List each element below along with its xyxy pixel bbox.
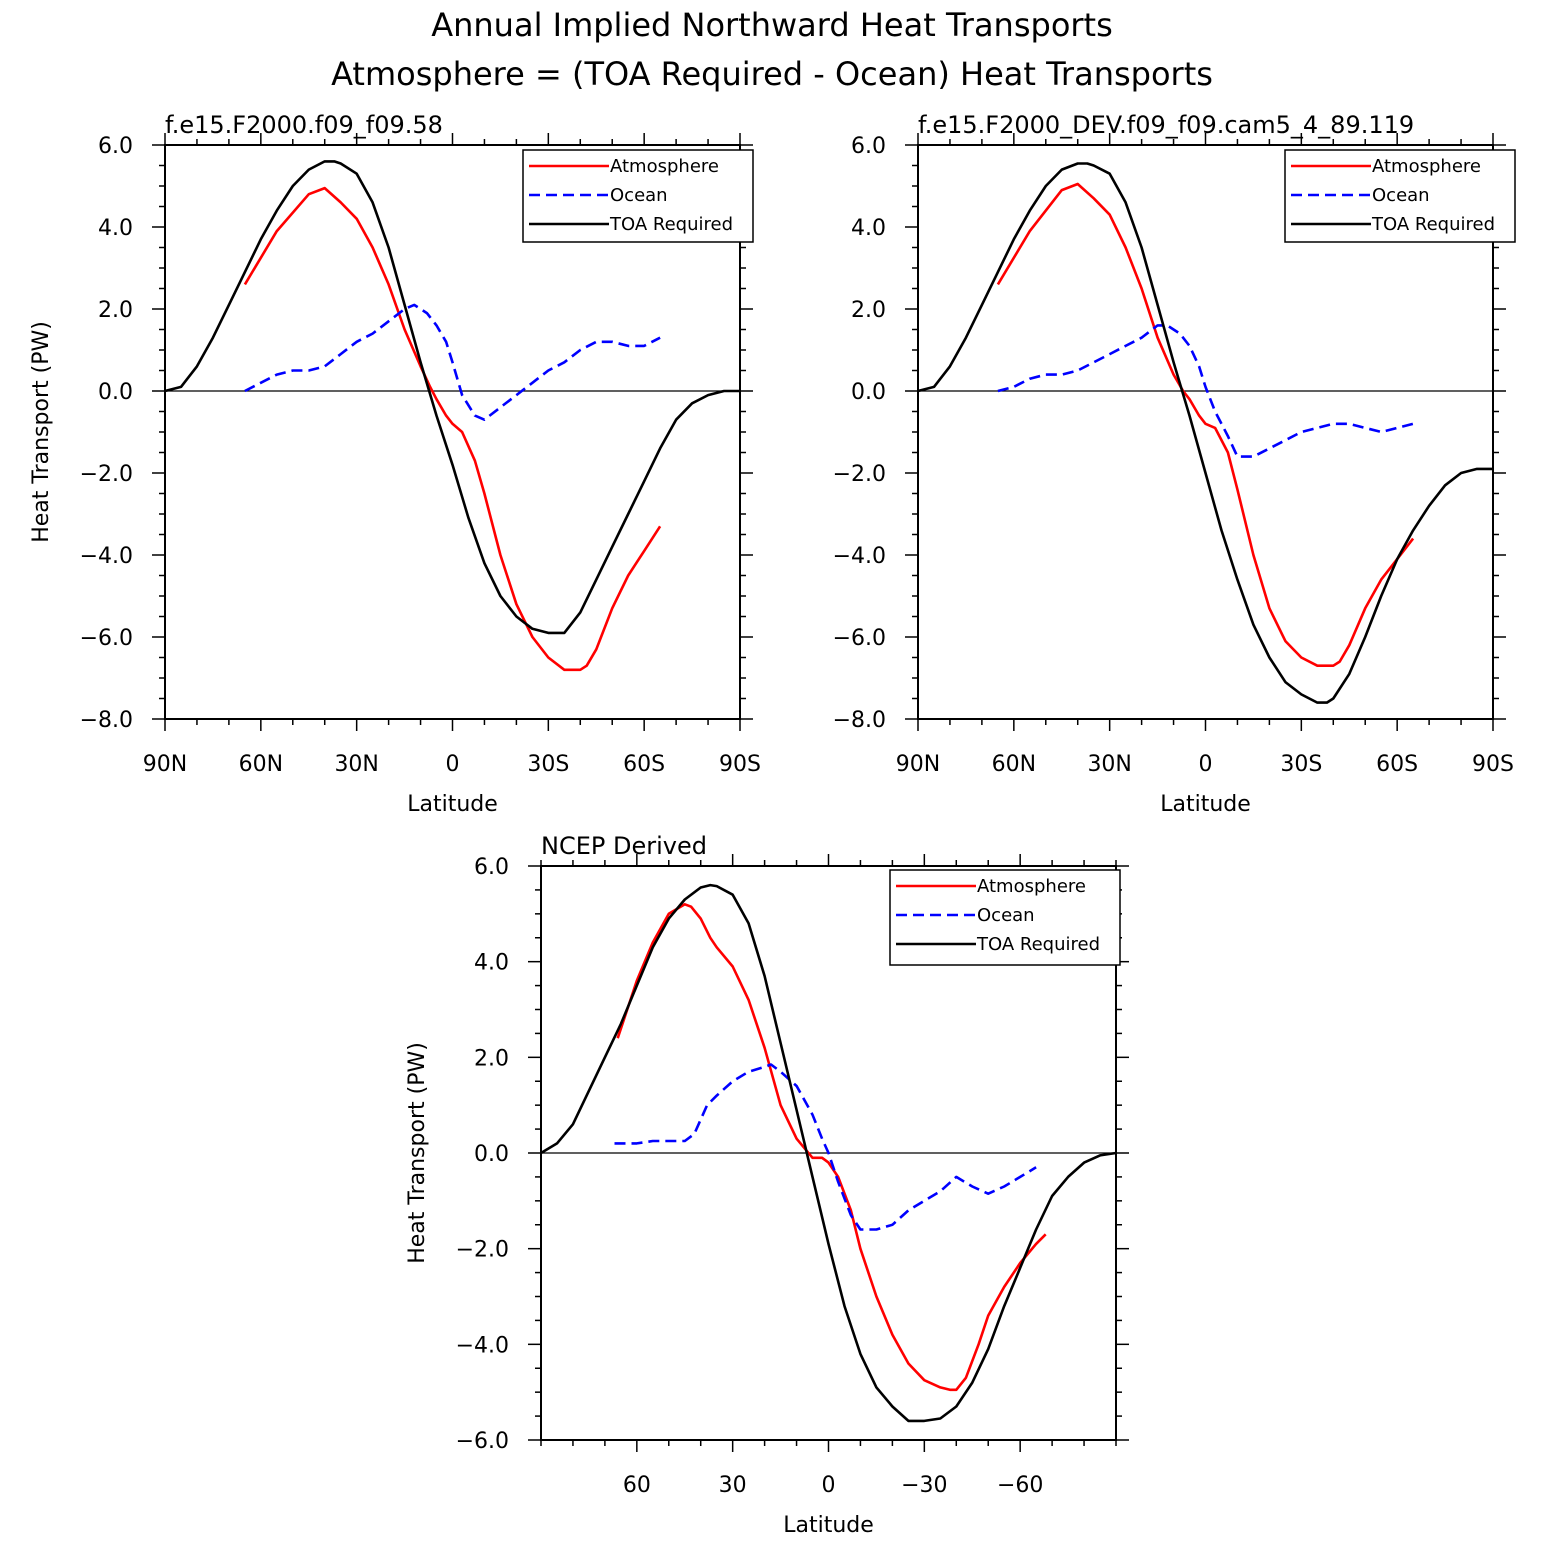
- figure-title-line-1: Annual Implied Northward Heat Transports: [431, 6, 1113, 44]
- x-axis-label: Latitude: [783, 1513, 874, 1538]
- x-axis-label: Latitude: [1160, 792, 1251, 817]
- legend-label: TOA Required: [609, 214, 733, 235]
- x-tick-label: 90S: [1472, 752, 1514, 777]
- legend-label: Atmosphere: [1372, 156, 1481, 177]
- x-tick-label: 60S: [623, 752, 665, 777]
- x-tick-label: 60S: [1376, 752, 1418, 777]
- y-tick-label: 0.0: [851, 380, 886, 405]
- y-axis-label: Heat Transport (PW): [405, 1042, 430, 1264]
- figure-title-line-2: Atmosphere = (TOA Required - Ocean) Heat…: [331, 55, 1213, 93]
- legend-label: TOA Required: [1371, 214, 1495, 235]
- y-tick-label: 0.0: [474, 1142, 509, 1167]
- panels-container: f.e15.F2000.f09_f09.58 90N 60N 30N 0 30S 60S 90…: [29, 111, 1516, 1538]
- legend: Atmosphere Ocean TOA Required: [1284, 149, 1516, 243]
- y-tick-label: 4.0: [474, 951, 509, 976]
- y-tick-label: −4.0: [833, 544, 886, 569]
- x-tick-label: 30S: [527, 752, 569, 777]
- legend-label: Atmosphere: [610, 156, 719, 177]
- x-tick-label: 90N: [896, 752, 940, 777]
- legend-label: Ocean: [977, 905, 1035, 926]
- panel-title: f.e15.F2000.f09_f09.58: [165, 111, 443, 139]
- series-line-ocean: [244, 303, 661, 422]
- y-tick-label: 4.0: [98, 216, 133, 241]
- y-tick-label: −8.0: [80, 708, 133, 733]
- y-tick-label: 2.0: [851, 298, 886, 323]
- x-tick-label: 0: [822, 1473, 836, 1498]
- y-axis-label: Heat Transport (PW): [29, 321, 54, 543]
- x-tick-label: 60N: [239, 752, 283, 777]
- x-tick-label: −60: [997, 1473, 1043, 1498]
- y-tick-label: 2.0: [474, 1046, 509, 1071]
- x-tick-label: −30: [901, 1473, 947, 1498]
- x-tick-label: 90S: [719, 752, 761, 777]
- panel-title: f.e15.F2000_DEV.f09_f09.cam5_4_89.119: [918, 111, 1414, 139]
- y-tick-label: −6.0: [456, 1429, 509, 1454]
- x-tick-label: 60: [623, 1473, 651, 1498]
- y-tick-label: 6.0: [98, 134, 133, 159]
- legend: Atmosphere Ocean TOA Required: [522, 149, 754, 243]
- series-line-toa-required: [164, 160, 740, 635]
- legend-label: TOA Required: [976, 934, 1100, 955]
- series-line-atmosphere: [616, 902, 1047, 1392]
- y-tick-label: −6.0: [80, 626, 133, 651]
- y-tick-label: −4.0: [80, 544, 133, 569]
- y-tick-label: −2.0: [833, 462, 886, 487]
- series-line-atmosphere: [243, 186, 662, 672]
- y-tick-label: 6.0: [851, 134, 886, 159]
- legend: Atmosphere Ocean TOA Required: [889, 869, 1121, 966]
- y-tick-label: −2.0: [80, 462, 133, 487]
- chart-panel-bottom: NCEP Derived 60 30 0 −30 −60 6.0 4.0 2.0 0.0 −2.0 −…: [405, 832, 1129, 1538]
- legend-label: Atmosphere: [977, 876, 1086, 897]
- y-tick-label: 0.0: [98, 380, 133, 405]
- x-tick-label: 90N: [143, 752, 187, 777]
- series-line-ocean: [997, 324, 1414, 458]
- panel-title: NCEP Derived: [541, 832, 707, 860]
- legend-label: Ocean: [1372, 185, 1430, 206]
- x-tick-label: 30: [719, 1473, 747, 1498]
- y-tick-label: −8.0: [833, 708, 886, 733]
- x-tick-label: 30N: [1087, 752, 1131, 777]
- y-tick-label: 6.0: [474, 855, 509, 880]
- y-tick-label: −4.0: [456, 1333, 509, 1358]
- legend-label: Ocean: [610, 185, 668, 206]
- y-tick-label: −2.0: [456, 1238, 509, 1263]
- chart-panel-top-right: f.e15.F2000_DEV.f09_f09.cam5_4_89.119 90N…: [833, 111, 1516, 817]
- x-tick-label: 30N: [334, 752, 378, 777]
- series-line-atmosphere: [996, 182, 1415, 668]
- series-line-toa-required: [540, 883, 1117, 1423]
- series-line-toa-required: [917, 162, 1493, 704]
- chart-panel-top-left: f.e15.F2000.f09_f09.58 90N 60N 30N 0 30S 60S 90…: [29, 111, 761, 817]
- x-tick-label: 0: [446, 752, 460, 777]
- y-tick-label: 2.0: [98, 298, 133, 323]
- y-tick-label: −6.0: [833, 626, 886, 651]
- x-tick-label: 30S: [1280, 752, 1322, 777]
- x-tick-label: 0: [1199, 752, 1213, 777]
- x-axis-label: Latitude: [407, 792, 498, 817]
- x-tick-label: 60N: [992, 752, 1036, 777]
- y-tick-label: 4.0: [851, 216, 886, 241]
- series-line-ocean: [614, 1063, 1037, 1231]
